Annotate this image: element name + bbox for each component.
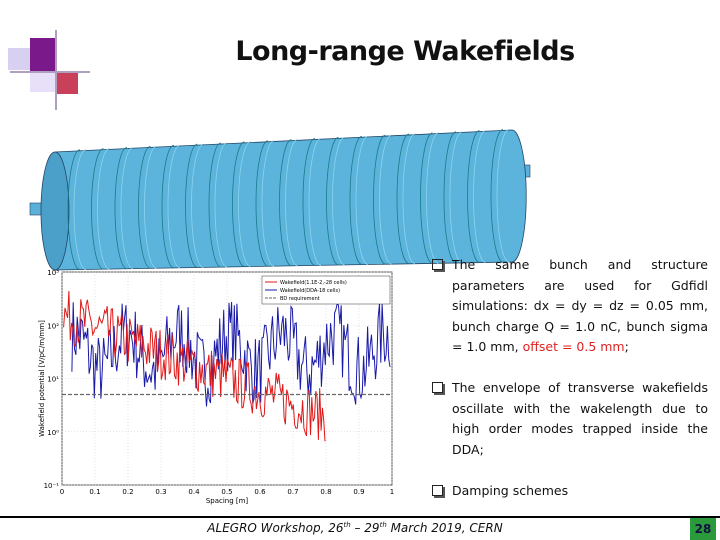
- ring: [67, 149, 81, 270]
- ring: [208, 142, 222, 268]
- ring: [496, 129, 510, 263]
- bullet: The same bunch and structure parameters …: [432, 255, 708, 358]
- ring: [114, 147, 128, 270]
- text: offset = 0.5 mm: [522, 339, 625, 354]
- ring: [185, 143, 198, 268]
- ring: [91, 148, 104, 270]
- page-number: 28: [690, 518, 716, 540]
- ring: [349, 135, 363, 265]
- y-tick-label: 10⁻¹: [44, 482, 60, 490]
- ring: [443, 131, 457, 264]
- ring: [302, 138, 316, 266]
- x-tick-label: 0.6: [254, 488, 266, 496]
- y-axis-label: Wakefield potential [V/pC/m/mm]: [38, 320, 46, 437]
- text: ALEGRO Workshop, 26: [207, 521, 344, 535]
- x-axis-label: Spacing [m]: [206, 497, 249, 505]
- text: March 2019, CERN: [386, 521, 503, 535]
- bullet: Damping schemes: [432, 481, 708, 502]
- ring: [467, 130, 480, 263]
- text: th: [343, 521, 351, 529]
- deco: [30, 72, 56, 92]
- y-tick-label: 10³: [47, 269, 59, 277]
- ring: [120, 147, 134, 270]
- ring: [261, 140, 275, 267]
- ring: [473, 130, 486, 263]
- footer: ALEGRO Workshop, 26th – 29th March 2019,…: [180, 521, 530, 535]
- ring: [238, 141, 251, 267]
- text: The envelope of transverse wakefields os…: [452, 380, 708, 457]
- deco: [8, 48, 30, 70]
- cylinder: [29, 129, 531, 271]
- text: – 29: [350, 521, 380, 535]
- ring: [332, 136, 345, 266]
- x-tick-label: 0.3: [155, 488, 166, 496]
- ring: [308, 138, 322, 266]
- y-tick-label: 10²: [47, 322, 59, 330]
- ring: [326, 136, 339, 266]
- text: Damping schemes: [452, 483, 569, 498]
- plot: 0 0.1 0.2 0.3 0.4 0.5 0.6 0.7 0.8 0.9 1 10⁻¹ 10⁰ 10¹ 1…: [38, 269, 394, 505]
- legend-label: Wakefield(DDA-18 cells): [280, 288, 340, 294]
- ring: [379, 134, 392, 265]
- x-tick-label: 0.7: [287, 488, 298, 496]
- x-tick-label: 1: [390, 488, 394, 496]
- x-tick-label: 0.2: [122, 488, 133, 496]
- deco: [56, 72, 78, 94]
- deco: [30, 38, 56, 72]
- ring: [420, 132, 433, 264]
- ring: [285, 139, 298, 267]
- x-tick-label: 0.1: [89, 488, 100, 496]
- ring: [167, 144, 181, 269]
- x-tick-label: 0.8: [320, 488, 331, 496]
- curve: [71, 301, 391, 407]
- ring: [402, 133, 416, 265]
- legend-label: BD requirement: [280, 296, 320, 302]
- ring: [214, 142, 228, 268]
- legend-box: [261, 275, 391, 305]
- ring: [396, 133, 410, 265]
- x-tick-label: 0.4: [188, 488, 200, 496]
- ring: [191, 143, 204, 268]
- ring: [144, 146, 157, 269]
- ring: [355, 135, 369, 265]
- ring: [373, 134, 386, 265]
- ring: [449, 131, 463, 264]
- ring: [73, 149, 87, 270]
- x-tick-label: 0: [60, 488, 64, 496]
- title: Long-range Wakefields: [235, 36, 575, 67]
- text: ;: [624, 339, 629, 354]
- ring: [426, 132, 439, 264]
- text: The same bunch and structure parameters …: [452, 257, 708, 354]
- legend-label: Wakefield(1.1E-2,-28 cells): [280, 280, 347, 286]
- ring: [161, 144, 175, 269]
- ring: [255, 140, 269, 267]
- ring: [232, 141, 245, 267]
- bullet: The envelope of transverse wakefields os…: [432, 378, 708, 460]
- text: th: [379, 521, 387, 529]
- y-tick-label: 10⁰: [47, 429, 59, 437]
- x-tick-label: 0.9: [353, 488, 364, 496]
- x-tick-label: 0.5: [221, 488, 232, 496]
- ring: [490, 129, 504, 263]
- y-tick-label: 10¹: [47, 376, 59, 384]
- ring: [279, 139, 292, 267]
- ring: [138, 146, 151, 269]
- ring: [97, 148, 110, 270]
